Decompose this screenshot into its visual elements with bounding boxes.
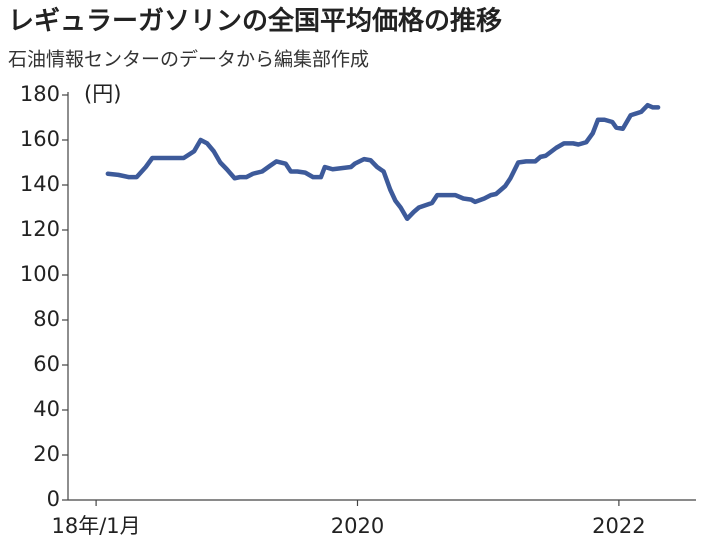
y-tick-label: 60 [33, 352, 60, 376]
x-tick-label: 2022 [592, 514, 645, 538]
y-tick-label: 40 [33, 397, 60, 421]
x-tick-label: 18年/1月 [52, 514, 141, 538]
y-tick-label: 140 [20, 172, 60, 196]
y-unit-label: (円) [84, 82, 121, 106]
price-line [105, 102, 661, 221]
chart-subtitle: 石油情報センターのデータから編集部作成 [8, 49, 369, 71]
y-tick-label: 20 [33, 442, 60, 466]
y-tick-label: 160 [20, 127, 60, 151]
y-tick-label: 180 [20, 82, 60, 106]
chart-title: レギュラーガソリンの全国平均価格の推移 [8, 6, 502, 37]
y-tick-label: 120 [20, 217, 60, 241]
y-tick-label: 80 [33, 307, 60, 331]
y-tick-label: 100 [20, 262, 60, 286]
x-tick-label: 2020 [331, 514, 384, 538]
y-tick-label: 0 [47, 487, 60, 511]
